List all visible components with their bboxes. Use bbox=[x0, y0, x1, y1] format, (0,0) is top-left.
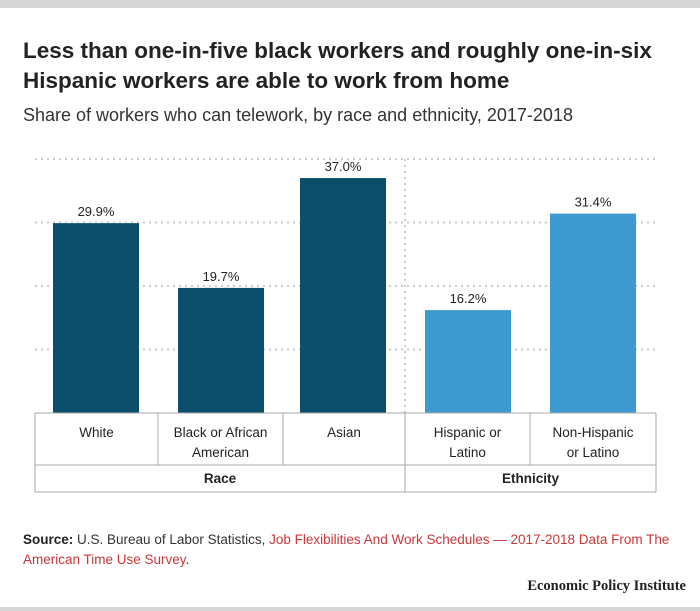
data-label: 37.0% bbox=[325, 159, 362, 174]
category-label: Non-Hispanic or Latino bbox=[552, 425, 633, 460]
bar bbox=[425, 310, 511, 413]
bar bbox=[53, 223, 139, 413]
group-label: Race bbox=[204, 471, 237, 486]
category-label: Hispanic or Latino bbox=[434, 425, 502, 460]
source-link[interactable]: Job Flexibilities And Work Schedules — 2… bbox=[23, 532, 670, 567]
chart-subtitle: Share of workers who can telework, by ra… bbox=[23, 105, 573, 125]
source-text: U.S. Bureau of Labor Statistics, bbox=[77, 532, 266, 547]
data-label: 29.9% bbox=[78, 204, 115, 219]
top-border bbox=[0, 0, 700, 8]
category-label: Black or African American bbox=[174, 425, 268, 460]
category-label: Asian bbox=[327, 425, 361, 440]
source-label: Source: bbox=[23, 532, 74, 547]
bar bbox=[300, 178, 386, 413]
chart-title: Less than one-in-five black workers and … bbox=[23, 38, 652, 93]
bar bbox=[178, 287, 264, 413]
bar-chart: 29.9% 19.7% 37.0% 16.2% 31.4% White Black or A… bbox=[34, 158, 657, 493]
category-label: White bbox=[79, 425, 114, 440]
brand-logo: Economic Policy Institute bbox=[527, 578, 686, 594]
bar bbox=[550, 213, 636, 413]
data-label: 31.4% bbox=[575, 195, 612, 210]
group-label: Ethnicity bbox=[502, 471, 559, 486]
data-label: 16.2% bbox=[450, 291, 487, 306]
source-end: . bbox=[185, 552, 190, 567]
data-label: 19.7% bbox=[203, 269, 240, 284]
bottom-border bbox=[0, 607, 700, 611]
source-note: Source: U.S. Bureau of Labor Statistics,… bbox=[23, 530, 683, 570]
